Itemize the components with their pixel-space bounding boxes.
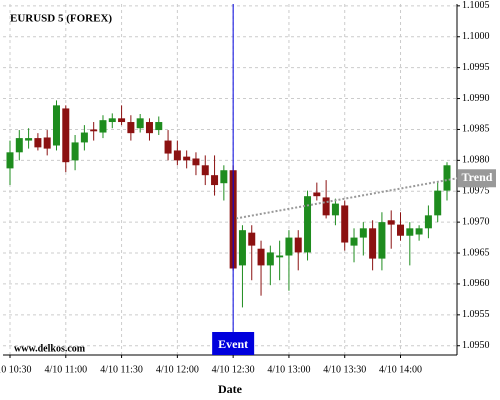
y-tick-label: 1.1000 <box>462 31 490 42</box>
watermark: www.delkos.com <box>14 343 86 354</box>
candle-body <box>331 203 339 216</box>
y-tick-label: 1.0970 <box>462 216 490 227</box>
candle-body <box>434 190 442 216</box>
y-tick-label: 1.0990 <box>462 93 490 104</box>
candle-body <box>127 122 135 134</box>
y-tick-label: 1.0965 <box>462 247 490 258</box>
candle-body <box>313 192 321 197</box>
candle-body <box>52 105 60 146</box>
trend-label: Trend <box>462 170 493 184</box>
candle-body <box>294 237 302 253</box>
candle-body <box>238 230 246 266</box>
y-tick-label: 1.0960 <box>462 278 490 289</box>
x-tick-label: 4/10 11:30 <box>100 364 143 375</box>
candle-body <box>43 137 51 149</box>
candle-body <box>397 224 405 236</box>
x-tick-label: 4/10 12:00 <box>156 364 199 375</box>
trend-line <box>235 177 458 220</box>
candle-body <box>25 138 33 141</box>
candle-body <box>192 158 200 166</box>
candle-body <box>257 248 265 266</box>
event-label: Event <box>218 337 248 351</box>
y-tick-label: 1.0985 <box>462 124 490 135</box>
candle-body <box>183 156 191 161</box>
candle-body <box>173 150 181 161</box>
candle-body <box>201 165 209 176</box>
candle-body <box>369 228 377 259</box>
candle-body <box>406 228 414 236</box>
y-tick-label: 1.0975 <box>462 186 490 197</box>
trend-box <box>458 169 496 188</box>
candle-body <box>80 132 88 143</box>
x-tick-label: 4/10 14:00 <box>379 364 422 375</box>
candle-body <box>387 220 395 225</box>
y-tick-label: 1.0995 <box>462 62 490 73</box>
candle-body <box>378 222 386 259</box>
candle-body <box>220 170 228 184</box>
candle-body <box>155 122 163 131</box>
event-box <box>212 332 255 355</box>
candle-body <box>62 108 70 163</box>
candle-body <box>164 140 172 154</box>
x-tick-label: 4/10 10:30 <box>0 364 32 375</box>
candle-body <box>443 165 451 191</box>
x-tick-label: 4/10 12:30 <box>212 364 255 375</box>
x-tick-label: 4/10 13:00 <box>267 364 310 375</box>
candle-body <box>15 138 23 153</box>
candle-body <box>248 232 256 246</box>
candle-body <box>285 237 293 256</box>
candle-body <box>424 215 432 229</box>
y-tick-label: 1.0955 <box>462 309 490 320</box>
candle-body <box>322 197 330 216</box>
candle-body <box>34 138 42 148</box>
y-tick-label: 1.0980 <box>462 155 490 166</box>
candle-body <box>99 120 107 133</box>
candle-body <box>266 252 274 266</box>
x-tick-label: 4/10 11:00 <box>44 364 87 375</box>
candle-body <box>350 237 358 246</box>
candle-body <box>415 228 423 235</box>
candle-body <box>304 196 312 253</box>
candle-body <box>6 152 14 169</box>
candle-body <box>359 228 367 238</box>
y-tick-label: 1.1005 <box>462 0 490 11</box>
y-tick-label: 1.0950 <box>462 340 490 351</box>
candle-body <box>90 129 98 132</box>
x-axis-label: Date <box>218 382 243 396</box>
candle-body <box>145 122 153 134</box>
candle-body <box>108 118 116 123</box>
candle-body <box>71 142 79 161</box>
candle-body <box>136 118 144 129</box>
x-tick-label: 4/10 13:30 <box>323 364 366 375</box>
candle-body <box>211 175 219 186</box>
candle-body <box>276 255 284 258</box>
candle-body <box>341 205 349 243</box>
candle-body <box>118 118 126 123</box>
chart-title: EURUSD 5 (FOREX) <box>10 13 112 25</box>
